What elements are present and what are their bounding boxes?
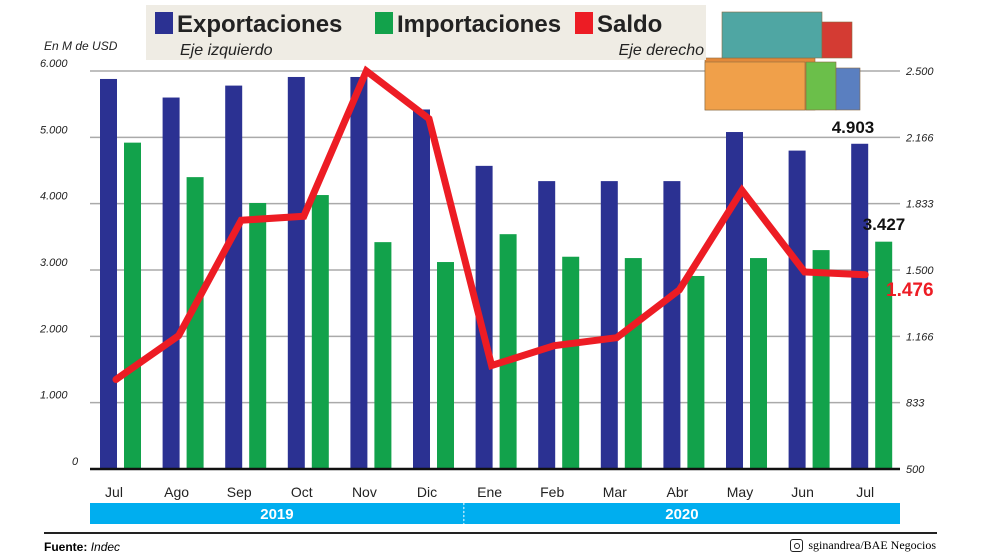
- annotation-import-last: 3.427: [863, 215, 906, 234]
- y2-tick-label: 500: [906, 464, 925, 476]
- bar-exportaciones: [538, 181, 556, 469]
- legend-swatch: [155, 12, 173, 34]
- legend-label: Saldo: [597, 11, 662, 38]
- bar-exportaciones: [726, 132, 743, 469]
- y-tick-label: 3.000: [40, 257, 68, 269]
- y-tick-label: 4.000: [40, 191, 68, 203]
- bar-exportaciones: [100, 78, 117, 470]
- x-tick-label: Sep: [227, 484, 252, 500]
- bar-importaciones: [437, 262, 454, 469]
- credit-text: sginandrea/BAE Negocios: [808, 538, 936, 552]
- y-tick-label: 6.000: [40, 58, 68, 70]
- x-tick-label: Feb: [540, 484, 564, 500]
- x-tick-label: Jul: [856, 484, 874, 500]
- annotation-export-last: 4.903: [832, 118, 875, 137]
- bar-exportaciones: [413, 109, 430, 470]
- instagram-icon: [790, 539, 804, 552]
- x-tick-label: Abr: [667, 484, 689, 500]
- bar-exportaciones: [600, 181, 618, 469]
- bar-importaciones: [875, 241, 893, 469]
- year-band: [90, 503, 464, 524]
- y-axis-label: En M de USD: [44, 39, 118, 53]
- y-tick-label: 2.000: [39, 323, 68, 335]
- source-value: Indec: [90, 540, 121, 554]
- bar-importaciones: [750, 258, 767, 469]
- x-tick-label: Mar: [603, 484, 627, 500]
- container-illustration: [805, 61, 837, 111]
- bar-importaciones: [499, 234, 517, 469]
- year-label: 2019: [260, 506, 293, 523]
- x-tick-label: May: [727, 484, 753, 500]
- x-tick-label: Oct: [291, 484, 313, 500]
- year-band: [463, 503, 900, 524]
- footer-credit: sginandrea/BAE Negocios: [790, 538, 936, 553]
- legend-swatch: [575, 12, 593, 34]
- bar-importaciones: [311, 195, 329, 469]
- x-tick-label: Ene: [477, 484, 502, 500]
- bar-importaciones: [624, 258, 642, 469]
- bar-importaciones: [812, 250, 830, 469]
- bar-exportaciones: [788, 150, 806, 469]
- bar-importaciones: [562, 256, 580, 469]
- y2-tick-label: 833: [906, 398, 925, 410]
- footer-rule: [44, 532, 937, 534]
- y2-tick-label: 1.166: [906, 331, 934, 343]
- legend-swatch: [375, 12, 393, 34]
- x-tick-label: Dic: [417, 484, 437, 500]
- axis-note-right: Eje derecho: [619, 42, 704, 59]
- bar-importaciones: [687, 275, 705, 469]
- bar-importaciones: [249, 203, 267, 469]
- legend-label: Exportaciones: [177, 11, 342, 38]
- y-tick-label: 5.000: [40, 124, 68, 136]
- bar-exportaciones: [663, 181, 681, 469]
- y2-tick-label: 2.500: [905, 66, 934, 78]
- x-tick-label: Ago: [164, 484, 189, 500]
- x-tick-label: Jun: [791, 484, 814, 500]
- x-tick-label: Jul: [105, 484, 123, 500]
- line-saldo: [112, 65, 869, 383]
- bar-exportaciones: [851, 143, 869, 469]
- bar-exportaciones: [162, 97, 180, 470]
- y-tick-label: 1.000: [40, 390, 68, 402]
- y2-tick-label: 2.166: [905, 132, 934, 144]
- annotation-saldo-last: 1.476: [886, 280, 934, 301]
- x-tick-label: Nov: [352, 484, 377, 500]
- container-illustration: [835, 67, 861, 111]
- bar-importaciones: [124, 142, 141, 469]
- container-illustration: [821, 21, 853, 59]
- y-tick-label: 0: [72, 456, 79, 468]
- legend-box: [146, 5, 706, 60]
- bar-importaciones: [186, 177, 204, 469]
- footer-source: Fuente: Indec: [44, 540, 120, 554]
- year-label: 2020: [665, 506, 698, 523]
- container-illustration: [721, 11, 823, 59]
- bar-importaciones: [374, 242, 392, 469]
- y2-tick-label: 1.833: [906, 199, 934, 211]
- y2-tick-label: 1.500: [906, 265, 934, 277]
- source-label: Fuente:: [44, 540, 88, 554]
- bar-exportaciones: [287, 76, 305, 469]
- bar-exportaciones: [225, 85, 243, 470]
- legend-label: Importaciones: [397, 11, 561, 38]
- axis-note-left: Eje izquierdo: [180, 42, 273, 59]
- container-illustration: [704, 61, 806, 111]
- bar-exportaciones: [475, 165, 493, 469]
- bar-exportaciones: [350, 76, 368, 469]
